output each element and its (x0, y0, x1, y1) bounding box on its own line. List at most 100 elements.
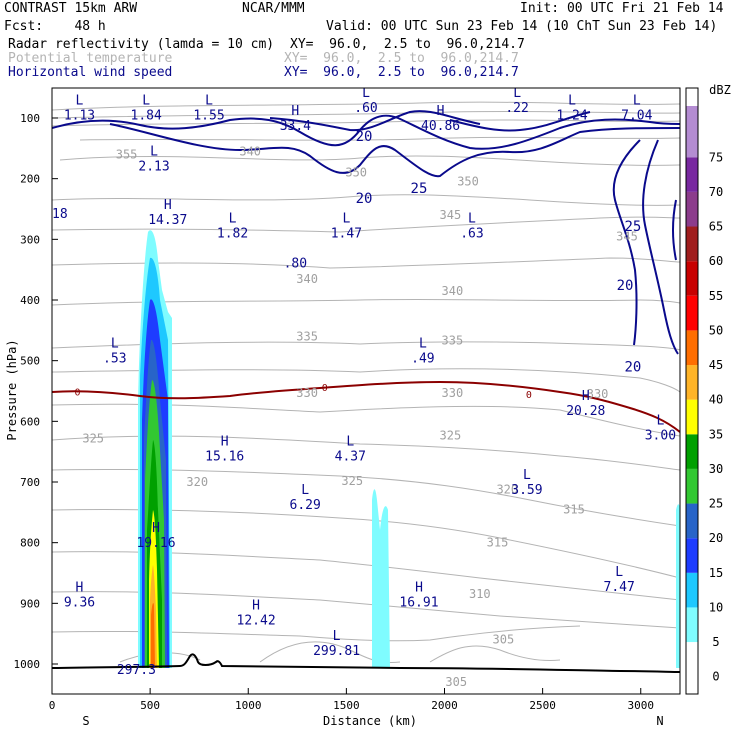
y-tick-label: 500 (20, 355, 40, 368)
extremum-value: .49 (411, 351, 434, 366)
extremum-value: 40.86 (421, 119, 460, 134)
reflectivity-shading (138, 230, 680, 668)
extremum-value: 1.55 (193, 109, 224, 124)
extremum-marker: L (76, 94, 84, 109)
extremum-marker: L (342, 211, 350, 226)
theta-label: 320 (186, 475, 208, 489)
zero-label: 0 (526, 390, 532, 401)
colorbar-swatch (686, 538, 698, 573)
extremum-value: 3.00 (645, 428, 676, 443)
field-xy-wind: XY= 96.0, 2.5 to 96.0,214.7 (284, 65, 519, 80)
colorbar-swatch (686, 503, 698, 539)
colorbar-swatch (686, 399, 698, 435)
wind-label: 20 (356, 129, 373, 145)
plot-frame (51, 87, 681, 695)
extremum-value: 9.36 (64, 595, 95, 610)
wind-label: 25 (624, 219, 641, 235)
extremum-marker: H (437, 104, 445, 119)
theta-label: 330 (587, 387, 609, 401)
theta-label: 335 (442, 334, 464, 348)
colorbar-level: 55 (709, 289, 723, 303)
colorbar-level: 25 (709, 497, 723, 511)
extremum-marker: H (582, 389, 590, 404)
x-endpoint-left: S (82, 714, 89, 728)
theta-label: 305 (445, 675, 467, 689)
extremum-value: 299.81 (313, 644, 360, 659)
zero-label: 0 (74, 388, 80, 399)
colorbar-unit: dBZ (709, 83, 731, 97)
extremum-marker: H (252, 598, 260, 613)
extremum-value: 14.37 (148, 213, 187, 228)
extremum-value: 1.24 (556, 109, 587, 124)
extremum-value: .60 (354, 101, 377, 116)
org-label: NCAR/MMM (242, 1, 305, 16)
x-tick-label: 500 (140, 699, 160, 712)
init-time: Init: 00 UTC Fri 21 Feb 14 (520, 1, 724, 16)
forecast-hour: Fcst: 48 h (4, 19, 106, 34)
y-tick-label: 400 (20, 294, 40, 307)
x-tick-label: 0 (49, 699, 56, 712)
extremum-value: 1.82 (217, 226, 248, 241)
colorbar-swatch (686, 191, 698, 227)
colorbar-level: 65 (709, 220, 723, 234)
extremum-value: 6.29 (290, 498, 321, 513)
theta-label: 330 (442, 386, 464, 400)
colorbar-level: 30 (709, 462, 723, 476)
colorbar-swatch (686, 106, 698, 158)
colorbar-level: 45 (709, 358, 723, 372)
extremum-marker: H (164, 198, 172, 213)
colorbar-level: 0 (712, 670, 719, 684)
x-axis-label: Distance (km) (323, 714, 417, 728)
refl-5dbz-east (372, 489, 390, 668)
field-xy-theta: XY= 96.0, 2.5 to 96.0,214.7 (284, 51, 519, 66)
theta-label: 315 (563, 502, 585, 516)
extremum-marker: L (362, 86, 370, 101)
colorbar-swatch (686, 261, 698, 296)
extremum-value: 1.47 (331, 226, 362, 241)
extremum-marker: L (150, 145, 158, 160)
theta-label: 350 (457, 175, 479, 189)
colorbar-level: 60 (709, 254, 723, 268)
colorbar-swatch (686, 434, 698, 469)
extremum-marker: L (205, 94, 213, 109)
extremum-marker: H (152, 521, 160, 536)
colorbar-swatch (686, 572, 698, 608)
field-name-reflectivity: Radar reflectivity (lamda = 10 cm) (8, 37, 275, 52)
field-xy-reflectivity: XY= 96.0, 2.5 to 96.0,214.7 (290, 37, 525, 52)
extremum-value: 19.16 (136, 536, 175, 551)
theta-label: 325 (82, 431, 104, 445)
colorbar-level: 20 (709, 531, 723, 545)
y-tick-label: 600 (20, 415, 40, 428)
extremum-marker: L (615, 565, 623, 580)
extremum-marker: L (419, 336, 427, 351)
colorbar-swatch (686, 365, 698, 400)
extremum-marker: L (568, 94, 576, 109)
extremum-value: 7.47 (604, 580, 635, 595)
theta-label: 340 (442, 284, 464, 298)
extremum-value: 2.13 (138, 160, 169, 175)
extremum-marker: L (111, 336, 119, 351)
y-tick-label: 300 (20, 233, 40, 246)
extremum-value: 15.16 (205, 450, 244, 465)
colorbar-swatch (686, 330, 698, 366)
extremum-value: 33.4 (280, 119, 311, 134)
colorbar-swatch (686, 157, 698, 192)
extremum-value: .80 (284, 257, 307, 272)
extremum-value: .63 (460, 226, 483, 241)
y-tick-label: 700 (20, 476, 40, 489)
theta-label: 325 (440, 428, 462, 442)
extremum-value: 1.84 (131, 109, 162, 124)
colorbar-level: 5 (712, 635, 719, 649)
extremum-value: 3.18 (36, 207, 67, 222)
extremum-marker: L (633, 94, 641, 109)
valid-time: Valid: 00 UTC Sun 23 Feb 14 (10 ChT Sun … (326, 19, 718, 34)
y-tick-label: 800 (20, 537, 40, 550)
colorbar-level: 75 (709, 150, 723, 164)
y-tick-label: 100 (20, 112, 40, 125)
x-tick-label: 2000 (431, 699, 458, 712)
theta-label: 320 (496, 482, 518, 496)
extremum-value: .53 (103, 351, 126, 366)
extremum-marker: L (656, 413, 664, 428)
theta-label: 345 (440, 208, 462, 222)
